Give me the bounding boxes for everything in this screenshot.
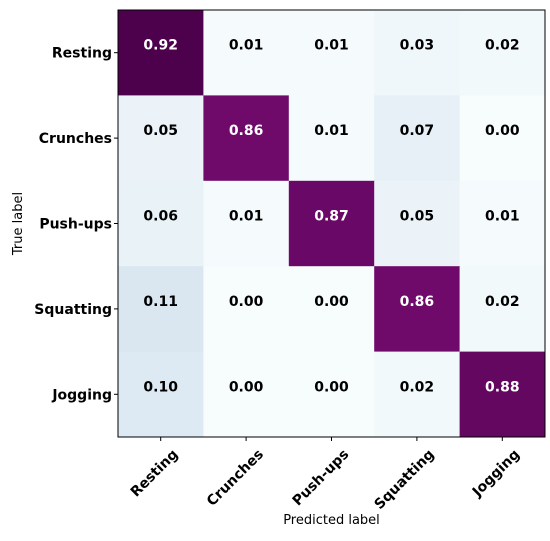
y-tick-label: Push-ups bbox=[39, 217, 112, 233]
x-tick-label: Crunches bbox=[204, 447, 267, 510]
heatmap-cell bbox=[288, 10, 375, 96]
heatmap-cell-value: 0.02 bbox=[485, 38, 520, 54]
heatmap-cell bbox=[374, 10, 461, 96]
heatmap-cell-value: 0.92 bbox=[143, 38, 178, 54]
x-tick-label: Resting bbox=[128, 447, 182, 501]
heatmap-cell-value: 0.01 bbox=[485, 209, 520, 225]
heatmap-cell bbox=[459, 351, 546, 438]
heatmap-cell-value: 0.02 bbox=[400, 379, 435, 395]
heatmap-cell bbox=[118, 351, 204, 438]
heatmap-cell-value: 0.00 bbox=[485, 123, 520, 139]
heatmap-cell-value: 0.05 bbox=[400, 209, 435, 225]
heatmap-cell-labels: 0.92 0.01 0.01 0.03 0.02 0.05 0.86 0.01 0.07 0.00… bbox=[143, 38, 519, 396]
heatmap-cell-value: 0.01 bbox=[229, 209, 264, 225]
heatmap-cell bbox=[459, 180, 546, 267]
heatmap-cell bbox=[288, 351, 375, 438]
heatmap-cell-value: 0.86 bbox=[229, 123, 264, 139]
heatmap-cell bbox=[203, 266, 290, 353]
heatmap-cell-value: 0.00 bbox=[229, 379, 264, 395]
x-tick-label: Push-ups bbox=[290, 447, 353, 510]
x-axis-title: Predicted label bbox=[283, 513, 380, 528]
heatmap-cell bbox=[374, 180, 461, 267]
heatmap-cell bbox=[203, 351, 290, 438]
heatmap-cell bbox=[459, 95, 546, 182]
heatmap-cell-value: 0.88 bbox=[485, 379, 520, 395]
heatmap-cell bbox=[459, 266, 546, 353]
heatmap-cell bbox=[118, 10, 204, 96]
y-tick-label: Crunches bbox=[39, 131, 112, 147]
heatmap-cell-value: 0.01 bbox=[314, 38, 349, 54]
heatmap-cell bbox=[288, 95, 375, 182]
heatmap-cell bbox=[374, 95, 461, 182]
y-tick-labels: Resting Crunches Push-ups Squatting Jogging bbox=[34, 46, 118, 403]
heatmap-cell-value: 0.06 bbox=[143, 209, 178, 225]
heatmap-cell-value: 0.03 bbox=[400, 38, 435, 54]
y-axis-title: True label bbox=[11, 192, 26, 256]
heatmap-cell-value: 0.01 bbox=[229, 38, 264, 54]
heatmap-cell-value: 0.10 bbox=[143, 379, 178, 395]
heatmap-cell bbox=[288, 180, 375, 267]
heatmap-cell-value: 0.01 bbox=[314, 123, 349, 139]
heatmap-cell bbox=[203, 95, 290, 182]
y-tick-label: Resting bbox=[52, 46, 112, 62]
heatmap-cell bbox=[118, 95, 204, 182]
heatmap-cell bbox=[203, 10, 290, 96]
heatmap-cell-value: 0.00 bbox=[314, 294, 349, 310]
heatmap-cell-value: 0.87 bbox=[314, 209, 349, 225]
heatmap-cell-value: 0.05 bbox=[143, 123, 178, 139]
heatmap-cell bbox=[288, 266, 375, 353]
heatmap-cell-value: 0.11 bbox=[143, 294, 178, 310]
heatmap-cell bbox=[203, 180, 290, 267]
heatmap-cell-value: 0.86 bbox=[400, 294, 435, 310]
x-tick-label: Squatting bbox=[371, 447, 437, 513]
heatmap-cell bbox=[459, 10, 546, 96]
heatmap-cell bbox=[374, 266, 461, 353]
heatmap-cell bbox=[118, 266, 204, 353]
x-tick-label: Jogging bbox=[469, 447, 523, 501]
y-tick-label: Jogging bbox=[51, 387, 112, 403]
heatmap-cell-value: 0.02 bbox=[485, 294, 520, 310]
heatmap-cell-value: 0.00 bbox=[229, 294, 264, 310]
heatmap-cell-value: 0.00 bbox=[314, 379, 349, 395]
x-tick-labels: Resting Crunches Push-ups Squatting Jogging bbox=[128, 437, 523, 513]
heatmap-cell-value: 0.07 bbox=[400, 123, 435, 139]
y-tick-label: Squatting bbox=[34, 302, 112, 318]
heatmap-cell bbox=[374, 351, 461, 438]
heatmap-cell bbox=[118, 180, 204, 267]
heatmap-cells bbox=[118, 10, 546, 438]
